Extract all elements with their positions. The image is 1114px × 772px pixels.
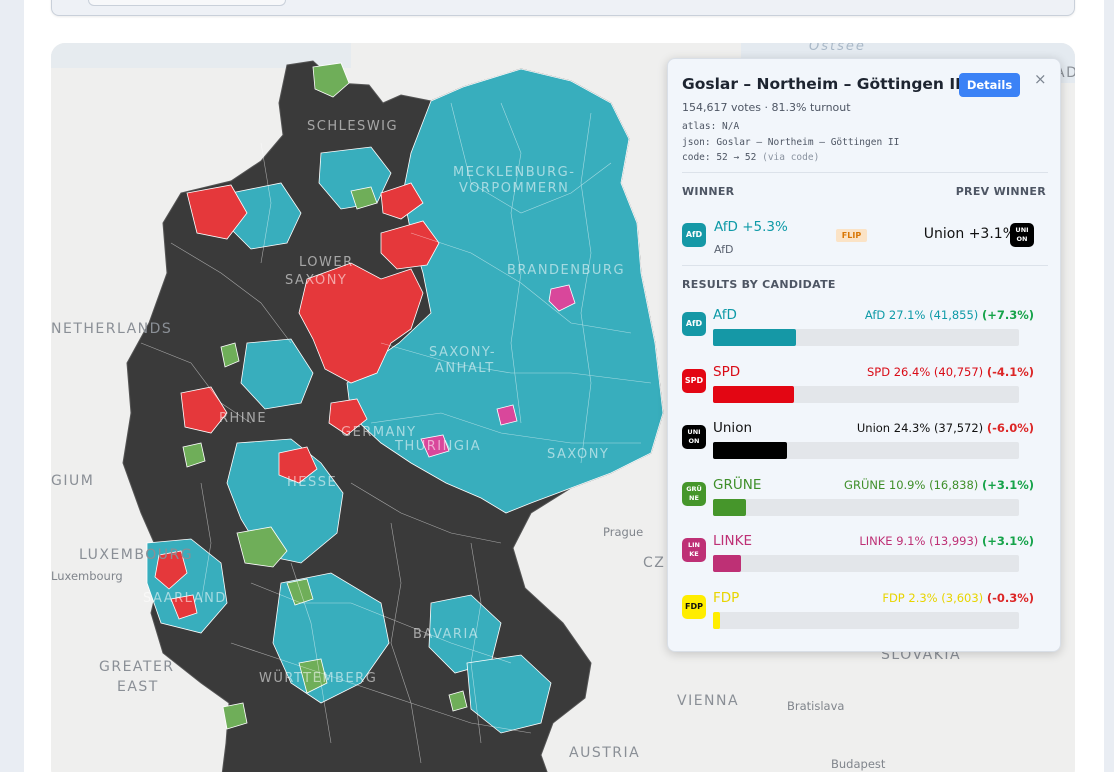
candidate-name: SPD (713, 363, 741, 380)
label-rhine: RHINE (219, 411, 268, 426)
label-bavaria: BAVARIA (413, 627, 480, 642)
vote-share-bar-fill (713, 555, 741, 572)
winner-badge-icon: AfD (682, 223, 706, 247)
label-bratislava: Bratislava (787, 699, 845, 713)
vote-share-bar-track (713, 385, 1019, 403)
label-saxony: SAXONY (547, 447, 610, 462)
code-value: code: 52 → 52 (682, 152, 757, 163)
prev-winner-party: Union +3.1% (923, 226, 1016, 242)
label-wurttemberg: WÜRTTEMBERG (259, 671, 378, 686)
label-austria: AUSTRIA (569, 745, 641, 761)
flip-badge: FLIP (836, 229, 867, 242)
vote-share-bar-fill (713, 385, 794, 403)
candidate-result: LINKE 9.1% (13,993) (+3.1%) (859, 534, 1034, 548)
label-luxembourg-city: Luxembourg (51, 569, 123, 583)
party-badge-icon: SPD (682, 368, 706, 393)
vote-share-bar-track (713, 442, 1019, 459)
winner-label: WINNER (682, 185, 735, 198)
label-saarland: SAARLAND (143, 591, 227, 606)
close-icon[interactable]: × (1034, 70, 1047, 88)
results-label: RESULTS BY CANDIDATE (682, 278, 836, 291)
label-prague: Prague (603, 525, 644, 539)
vote-share-bar-track (713, 329, 1019, 346)
code-note: (via code) (762, 152, 820, 163)
afd-east-region (346, 68, 664, 514)
winner-party: AfD +5.3% (714, 219, 788, 235)
vote-share-bar-track (713, 611, 1019, 629)
candidate-row-union: UNI ON Union Union 24.3% (37,572) (-6.0%) (682, 420, 1048, 460)
label-schleswig: SCHLESWIG (307, 119, 399, 134)
candidate-row-grüne: GRÜ NE GRÜNE GRÜNE 10.9% (16,838) (+3.1%) (682, 477, 1048, 517)
label-mecklenburg: MECKLENBURG- (453, 165, 576, 180)
vote-share-bar-fill (713, 442, 788, 459)
vote-share-bar-fill (713, 498, 747, 516)
candidate-row-afd: AfD AfD AfD 27.1% (41,855) (+7.3%) (682, 307, 1048, 347)
label-thuringia: THURINGIA (395, 439, 482, 454)
party-badge-icon: LIN KE (682, 538, 706, 562)
label-vienna: VIENNA (677, 693, 740, 709)
toolbar-control[interactable] (88, 0, 286, 6)
label-east: EAST (117, 679, 159, 695)
prev-winner-label: PREV WINNER (955, 185, 1046, 198)
label-luxembourg-region: LUXEMBOURG (79, 547, 194, 563)
label-brandenburg: BRANDENBURG (507, 263, 626, 278)
label-budapest: Budapest (831, 757, 886, 771)
label-czechia: CZ (643, 555, 666, 571)
label-germany: GERMANY (341, 425, 417, 440)
atlas-line: atlas: N/A (682, 121, 740, 132)
spd-lower-saxony-region (298, 262, 424, 384)
winner-subtext: AfD (714, 243, 734, 256)
label-lower: LOWER (299, 255, 354, 270)
divider (682, 265, 1048, 266)
label-belgium: GIUM (51, 473, 95, 489)
candidate-name: AfD (713, 307, 737, 323)
vote-share-bar-track (713, 498, 1019, 516)
label-saxony-anhalt-2: ANHALT (435, 361, 495, 376)
party-badge-icon: FDP (682, 594, 706, 619)
candidate-name: GRÜNE (713, 476, 762, 493)
party-badge-icon: UNI ON (682, 425, 706, 449)
party-badge-icon: GRÜ NE (682, 481, 706, 506)
json-line: json: Goslar – Northeim – Göttingen II (682, 137, 900, 148)
popup-title: Goslar – Northeim – Göttingen II (682, 75, 961, 93)
votes-turnout: 154,617 votes · 81.3% turnout (682, 101, 851, 114)
top-toolbar (51, 0, 1075, 16)
candidate-row-fdp: FDP FDP FDP 2.3% (3,603) (-0.3%) (682, 590, 1048, 630)
details-button[interactable]: Details (959, 73, 1020, 97)
candidate-name: FDP (713, 589, 740, 606)
candidate-result: SPD 26.4% (40,757) (-4.1%) (867, 364, 1034, 379)
vote-share-bar-track (713, 555, 1019, 572)
candidate-name: Union (713, 420, 753, 436)
constituency-popup: Goslar – Northeim – Göttingen II Details… (667, 58, 1061, 652)
label-saxony-anhalt-1: SAXONY- (429, 345, 497, 360)
label-hesse: HESSE (287, 475, 338, 490)
candidate-result: AfD 27.1% (41,855) (+7.3%) (864, 308, 1034, 322)
candidate-result: Union 24.3% (37,572) (-6.0%) (856, 421, 1034, 435)
badge-bottom: ON (1016, 235, 1028, 243)
label-greater: GREATER (99, 659, 175, 675)
vote-share-bar-fill (713, 329, 796, 346)
candidate-row-linke: LIN KE LINKE LINKE 9.1% (13,993) (+3.1%) (682, 533, 1048, 573)
candidate-row-spd: SPD SPD SPD 26.4% (40,757) (-4.1%) (682, 364, 1048, 404)
divider (682, 172, 1048, 173)
badge-top: UNI (1015, 226, 1029, 234)
candidate-result: GRÜNE 10.9% (16,838) (+3.1%) (844, 477, 1034, 492)
label-ostsee: Ostsee (809, 43, 866, 54)
candidate-name: LINKE (713, 533, 752, 549)
label-vorpommern: VORPOMMERN (459, 181, 570, 196)
prev-winner-badge-icon: UNI ON (1010, 223, 1034, 247)
vote-share-bar-fill (713, 611, 721, 629)
party-badge-icon: AfD (682, 312, 706, 336)
code-line: code: 52 → 52 (via code) (682, 152, 819, 163)
label-saxony-ls: SAXONY (285, 273, 348, 288)
label-netherlands: NETHERLANDS (51, 321, 173, 337)
candidate-result: FDP 2.3% (3,603) (-0.3%) (882, 590, 1034, 605)
